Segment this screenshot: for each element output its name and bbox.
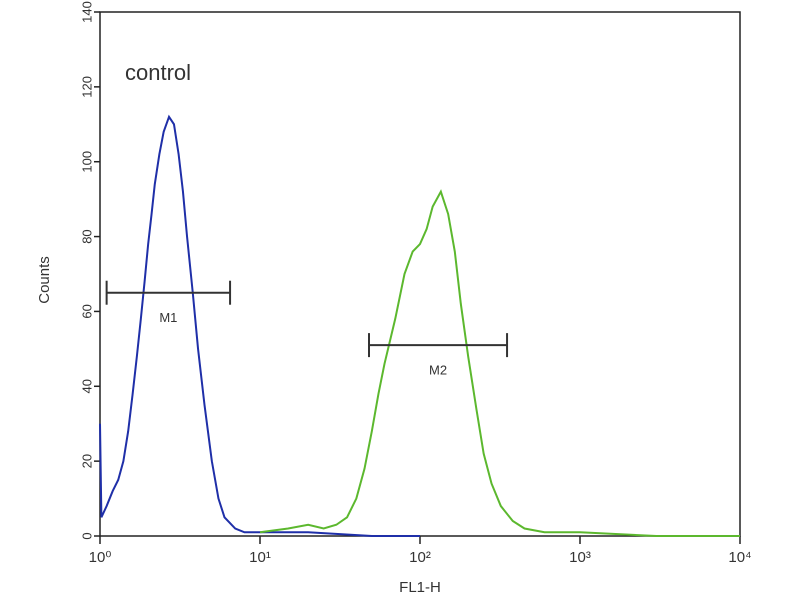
y-tick-label: 60 bbox=[79, 304, 94, 318]
histogram-line bbox=[99, 114, 420, 537]
y-tick-label: 120 bbox=[79, 76, 94, 98]
annotation: control bbox=[125, 60, 191, 85]
plot-frame bbox=[99, 11, 741, 537]
x-tick-label: 10⁰ bbox=[89, 549, 112, 566]
y-tick-label: 20 bbox=[79, 454, 94, 468]
histogram-line bbox=[259, 189, 740, 537]
x-tick-label: 10² bbox=[409, 549, 431, 566]
x-tick-label: 10⁴ bbox=[728, 549, 751, 566]
y-tick-label: 140 bbox=[79, 1, 94, 23]
y-tick-label: 40 bbox=[79, 379, 94, 393]
y-tick-label: 100 bbox=[79, 151, 94, 173]
y-tick-label: 80 bbox=[79, 229, 94, 243]
x-tick-label: 10¹ bbox=[249, 549, 271, 566]
y-axis-label: Counts bbox=[36, 256, 53, 304]
x-tick-label: 10³ bbox=[569, 549, 591, 566]
marker-label: M2 bbox=[429, 363, 447, 378]
marker-label: M1 bbox=[159, 310, 177, 325]
y-tick-label: 0 bbox=[79, 532, 94, 539]
x-axis-label: FL1-H bbox=[399, 579, 441, 596]
